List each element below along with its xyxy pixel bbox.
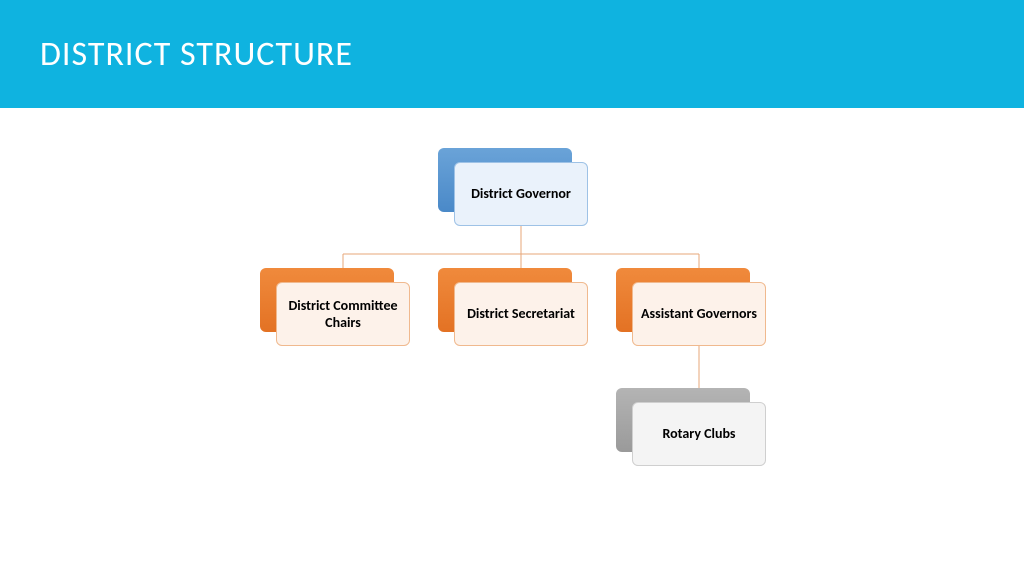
- org-node-label: District Governor: [454, 162, 588, 226]
- org-node-ag: Assistant Governors: [616, 268, 766, 346]
- org-node-label: District Secretariat: [454, 282, 588, 346]
- org-node-label: Rotary Clubs: [632, 402, 766, 466]
- page-header: DISTRICT STRUCTURE: [0, 0, 1024, 108]
- org-node-label: Assistant Governors: [632, 282, 766, 346]
- org-chart: District Governor District Committee Chai…: [0, 108, 1024, 576]
- org-node-label: District Committee Chairs: [276, 282, 410, 346]
- org-node-gov: District Governor: [438, 148, 588, 226]
- org-node-sec: District Secretariat: [438, 268, 588, 346]
- org-node-chairs: District Committee Chairs: [260, 268, 410, 346]
- page-title: DISTRICT STRUCTURE: [40, 34, 353, 75]
- org-node-clubs: Rotary Clubs: [616, 388, 766, 466]
